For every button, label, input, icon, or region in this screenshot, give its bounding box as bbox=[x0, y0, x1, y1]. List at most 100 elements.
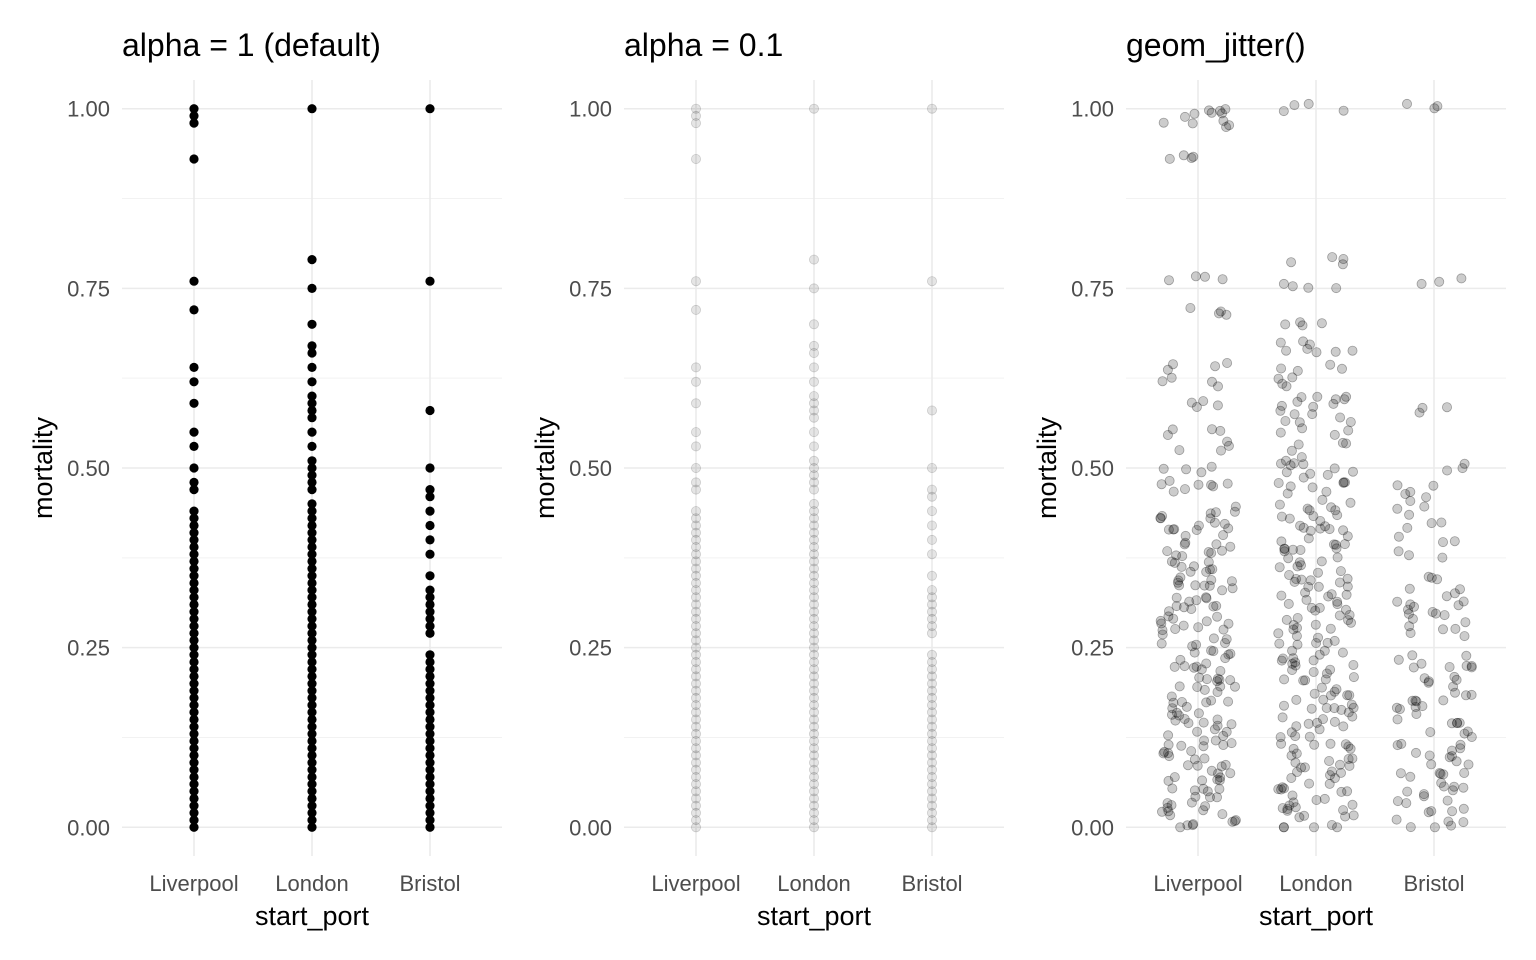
data-point bbox=[1288, 743, 1299, 754]
x-tick-label: Bristol bbox=[901, 871, 962, 896]
data-point bbox=[1290, 757, 1301, 768]
data-point bbox=[1325, 623, 1336, 634]
data-point bbox=[1285, 460, 1296, 471]
data-point bbox=[1174, 710, 1185, 721]
data-point bbox=[1196, 664, 1207, 675]
data-point bbox=[1295, 520, 1306, 531]
data-point bbox=[189, 671, 199, 682]
data-point bbox=[809, 520, 820, 531]
data-point bbox=[927, 405, 938, 416]
data-point bbox=[1204, 580, 1215, 591]
data-point bbox=[927, 757, 938, 768]
data-point bbox=[1407, 650, 1418, 661]
data-point bbox=[1325, 359, 1336, 370]
x-tick-labels: Liverpool London Bristol bbox=[651, 871, 962, 896]
data-point bbox=[1276, 400, 1287, 411]
data-point bbox=[307, 485, 317, 495]
x-tick-label: London bbox=[1279, 871, 1352, 896]
data-point bbox=[1466, 732, 1477, 743]
data-point bbox=[1291, 631, 1302, 642]
data-point bbox=[1459, 768, 1470, 779]
data-point bbox=[1306, 703, 1317, 714]
data-point bbox=[1301, 594, 1312, 605]
y-tick-label: 0.75 bbox=[67, 276, 110, 301]
data-point bbox=[1201, 592, 1212, 603]
data-point bbox=[1444, 662, 1455, 673]
data-point bbox=[189, 772, 199, 782]
data-point bbox=[927, 664, 938, 675]
data-point bbox=[1279, 543, 1290, 554]
data-point bbox=[1466, 689, 1477, 700]
data-point bbox=[1425, 727, 1436, 738]
data-point bbox=[691, 534, 702, 545]
data-point bbox=[1277, 803, 1288, 814]
data-point bbox=[189, 477, 199, 487]
data-point bbox=[1429, 822, 1440, 833]
data-point bbox=[1218, 740, 1229, 751]
data-point bbox=[425, 506, 435, 516]
data-point bbox=[1298, 522, 1309, 533]
data-point bbox=[1452, 718, 1463, 729]
data-point bbox=[307, 535, 317, 545]
data-point bbox=[1273, 477, 1284, 488]
data-point bbox=[1229, 506, 1240, 517]
data-point bbox=[1194, 672, 1205, 683]
data-point bbox=[1295, 317, 1306, 328]
data-point bbox=[1188, 151, 1199, 162]
data-point bbox=[1276, 458, 1287, 469]
data-point bbox=[1172, 577, 1183, 588]
data-point bbox=[1216, 761, 1227, 772]
data-point bbox=[1193, 520, 1204, 531]
data-point bbox=[1419, 789, 1430, 800]
data-point bbox=[307, 779, 317, 789]
data-point bbox=[1212, 687, 1223, 698]
x-tick-label: London bbox=[275, 871, 348, 896]
data-point bbox=[1321, 703, 1332, 714]
data-point bbox=[1442, 795, 1453, 806]
data-point bbox=[1403, 604, 1414, 615]
data-point bbox=[1329, 686, 1340, 697]
data-point bbox=[1179, 602, 1190, 613]
data-point bbox=[1206, 765, 1217, 776]
data-point bbox=[1337, 363, 1348, 374]
data-point bbox=[809, 692, 820, 703]
data-point bbox=[691, 276, 702, 287]
data-point bbox=[1291, 748, 1302, 759]
data-point bbox=[1206, 461, 1217, 472]
data-point bbox=[1277, 712, 1288, 723]
data-point bbox=[189, 571, 199, 581]
data-point bbox=[425, 736, 435, 746]
data-point bbox=[809, 405, 820, 416]
data-point bbox=[307, 729, 317, 739]
data-point bbox=[691, 520, 702, 531]
data-point bbox=[1225, 541, 1236, 552]
data-point bbox=[691, 635, 702, 646]
data-point bbox=[1219, 518, 1230, 529]
data-point bbox=[1273, 373, 1284, 384]
data-point bbox=[1459, 458, 1470, 469]
data-point bbox=[189, 758, 199, 768]
data-point bbox=[1436, 777, 1447, 788]
data-point bbox=[809, 736, 820, 747]
data-point bbox=[1230, 501, 1241, 512]
data-point bbox=[307, 499, 317, 509]
data-point bbox=[1186, 797, 1197, 808]
data-point bbox=[1284, 513, 1295, 524]
data-point bbox=[1401, 798, 1412, 809]
data-point bbox=[1208, 633, 1219, 644]
data-point bbox=[1176, 740, 1187, 751]
data-point bbox=[1329, 539, 1340, 550]
data-point bbox=[1343, 707, 1354, 718]
data-point bbox=[1197, 775, 1208, 786]
data-point bbox=[307, 585, 317, 595]
data-point bbox=[1308, 667, 1319, 678]
data-point bbox=[1299, 762, 1310, 773]
data-point bbox=[425, 405, 435, 416]
data-point bbox=[1432, 101, 1443, 112]
data-point bbox=[307, 341, 317, 351]
grid-lines bbox=[1126, 80, 1506, 856]
data-point bbox=[691, 398, 702, 409]
data-point bbox=[1204, 105, 1215, 116]
data-point bbox=[1461, 650, 1472, 661]
data-point bbox=[1276, 655, 1287, 666]
